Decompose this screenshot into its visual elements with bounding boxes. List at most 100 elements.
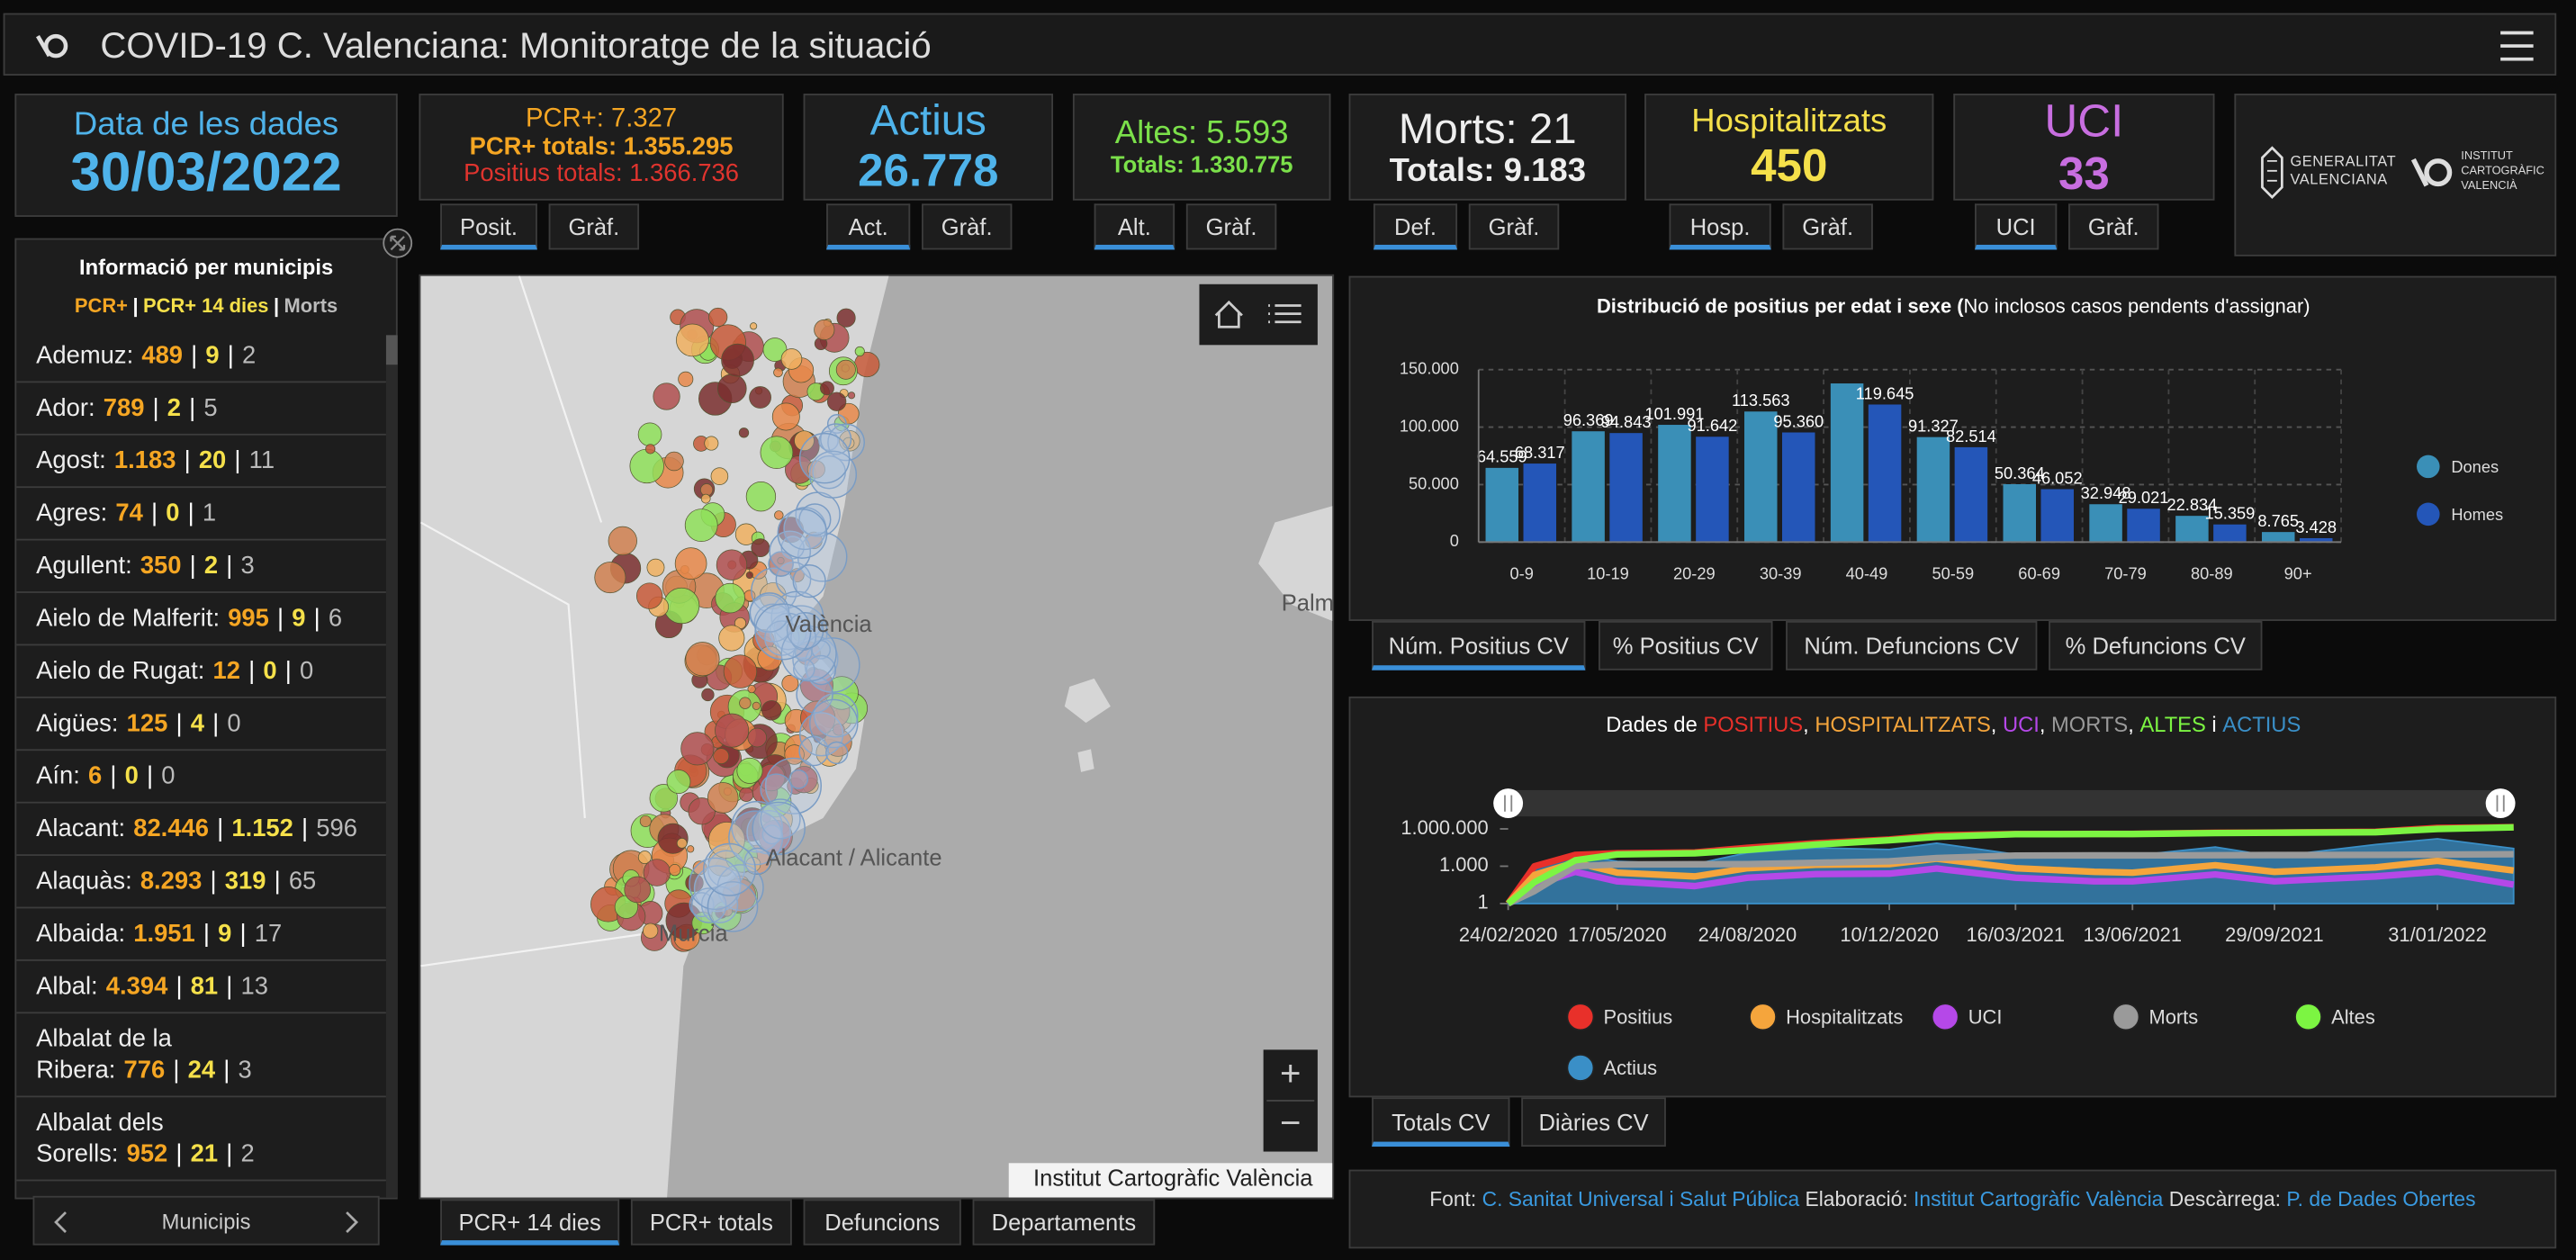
municipality-value: 596: [316, 814, 357, 843]
scrollbar[interactable]: [385, 335, 398, 1198]
map-area: [637, 850, 652, 865]
map-area: [700, 493, 711, 504]
map-area: [745, 571, 753, 580]
footer-link[interactable]: P. de Dades Obertes: [2286, 1187, 2476, 1211]
tab[interactable]: Act.: [826, 203, 911, 250]
tab[interactable]: % Positius CV: [1599, 620, 1773, 670]
map-marker: [799, 712, 844, 757]
separator: |: [212, 709, 220, 738]
separator: |: [217, 814, 224, 843]
footer-label: Descàrrega:: [2168, 1187, 2282, 1211]
separator: |: [173, 1056, 180, 1084]
zoom-out[interactable]: −: [1280, 1102, 1301, 1143]
tab[interactable]: PCR+ 14 dies: [440, 1199, 620, 1246]
municipality-row[interactable]: Aielo de Malferit: 995 | 9 | 6: [16, 593, 386, 646]
expand-button[interactable]: [381, 227, 414, 260]
island: [1064, 678, 1111, 772]
separator: |: [284, 657, 292, 686]
footer-link[interactable]: Institut Cartogràfic València: [1914, 1187, 2164, 1211]
map-area: [774, 510, 784, 520]
tab[interactable]: Posit.: [440, 203, 537, 250]
zoom-in[interactable]: +: [1280, 1053, 1301, 1094]
footer: Font: C. Sanitat Universal i Salut Públi…: [1348, 1169, 2557, 1249]
tab[interactable]: Núm. Positius CV: [1372, 620, 1586, 670]
municipality-row[interactable]: Aín: 6 | 0 | 0: [16, 751, 386, 804]
municipality-value: 17: [254, 920, 283, 949]
municipality-row[interactable]: Agres: 74 | 0 | 1: [16, 488, 386, 541]
municipality-layer: [590, 307, 880, 952]
municipality-name: Albaida:: [36, 920, 126, 949]
tab[interactable]: Gràf.: [1468, 203, 1560, 250]
footer-label: Elaboració:: [1805, 1187, 1908, 1211]
municipality-value: 11: [248, 446, 275, 475]
tab[interactable]: Hosp.: [1669, 203, 1771, 250]
map-area: [771, 402, 800, 431]
separator: |: [313, 604, 320, 633]
tab[interactable]: Def.: [1373, 203, 1458, 250]
map-area: [669, 864, 681, 877]
map-area: [747, 684, 756, 694]
municipality-name: Agres:: [36, 499, 108, 527]
map-marker: [760, 773, 793, 806]
footer-link[interactable]: C. Sanitat Universal i Salut Pública: [1482, 1187, 1800, 1211]
prev-button[interactable]: [51, 1210, 71, 1234]
municipality-row[interactable]: Albalat de la Ribera: 776 | 24 | 3: [16, 1013, 386, 1098]
municipality-value: 789: [103, 394, 145, 423]
stat-card: Morts: 21 Totals: 9.183: [1348, 94, 1627, 201]
map[interactable]: València Alacant / Alicante Murcia Palma…: [419, 274, 1335, 1200]
map-area: [639, 814, 652, 827]
tab[interactable]: Núm. Defuncions CV: [1786, 620, 2038, 670]
tab[interactable]: Gràf.: [2068, 203, 2159, 250]
municipality-value: 776: [123, 1056, 166, 1084]
municipality-row[interactable]: Alacant: 82.446 | 1.152 | 596: [16, 804, 386, 856]
municipality-row[interactable]: Ademuz: 489 | 9 | 2: [16, 330, 386, 383]
municipality-panel: Informació per municipis PCR+ | PCR+ 14 di…: [14, 238, 398, 1200]
municipality-row[interactable]: Albalat dels Sorells: 952 | 21 | 2: [16, 1097, 386, 1182]
municipality-row[interactable]: Alaquàs: 8.293 | 319 | 65: [16, 856, 386, 909]
tab[interactable]: Totals CV: [1372, 1097, 1510, 1148]
tab[interactable]: Gràf.: [921, 203, 1013, 250]
municipality-value: 1.152: [231, 814, 293, 843]
map-area: [685, 642, 720, 677]
stat-text: Altes: 5.593: [1114, 115, 1289, 152]
home-button[interactable]: [1214, 300, 1243, 328]
separator: |: [210, 867, 217, 896]
scroll-thumb[interactable]: [385, 335, 398, 365]
map-marker: [809, 698, 859, 749]
tab[interactable]: % Defuncions CV: [2049, 620, 2263, 670]
menu-button[interactable]: [2499, 28, 2535, 64]
municipality-row[interactable]: Aigües: 125 | 4 | 0: [16, 698, 386, 752]
municipality-row[interactable]: Ador: 789 | 2 | 5: [16, 382, 386, 436]
tab[interactable]: Gràf.: [1782, 203, 1873, 250]
map-marker: [749, 592, 790, 633]
tab[interactable]: Gràf.: [1185, 203, 1277, 250]
municipality-row[interactable]: Albaida: 1.951 | 9 | 17: [16, 908, 386, 961]
map-area: [646, 558, 665, 577]
municipality-value: 125: [126, 709, 168, 738]
tab[interactable]: Defuncions: [803, 1199, 961, 1246]
next-button[interactable]: [342, 1210, 362, 1234]
tab[interactable]: Alt.: [1094, 203, 1175, 250]
map-area: [637, 422, 662, 447]
tab[interactable]: PCR+ totals: [630, 1199, 792, 1246]
map-area: [710, 467, 729, 485]
municipality-row[interactable]: Aielo de Rugat: 12 | 0 | 0: [16, 645, 386, 698]
map-area: [608, 526, 637, 556]
municipality-name: Aielo de Rugat:: [36, 657, 205, 686]
municipality-row[interactable]: Albal: 4.394 | 81 | 13: [16, 961, 386, 1014]
municipality-row[interactable]: Agost: 1.183 | 20 | 11: [16, 436, 386, 489]
separator: |: [227, 341, 234, 370]
municipality-value: 2: [203, 552, 219, 580]
map-area: [721, 343, 754, 377]
tab[interactable]: Gràf.: [548, 203, 640, 250]
tab[interactable]: Departaments: [972, 1199, 1156, 1246]
municipality-value: 0: [263, 657, 277, 686]
legend-item: PCR+: [74, 293, 128, 318]
separator: |: [273, 293, 280, 318]
tab[interactable]: Diàries CV: [1521, 1097, 1666, 1148]
map-area: [708, 307, 728, 328]
tab[interactable]: UCI: [1975, 203, 2058, 250]
map-area: [750, 322, 758, 330]
municipality-row[interactable]: Agullent: 350 | 2 | 3: [16, 541, 386, 593]
